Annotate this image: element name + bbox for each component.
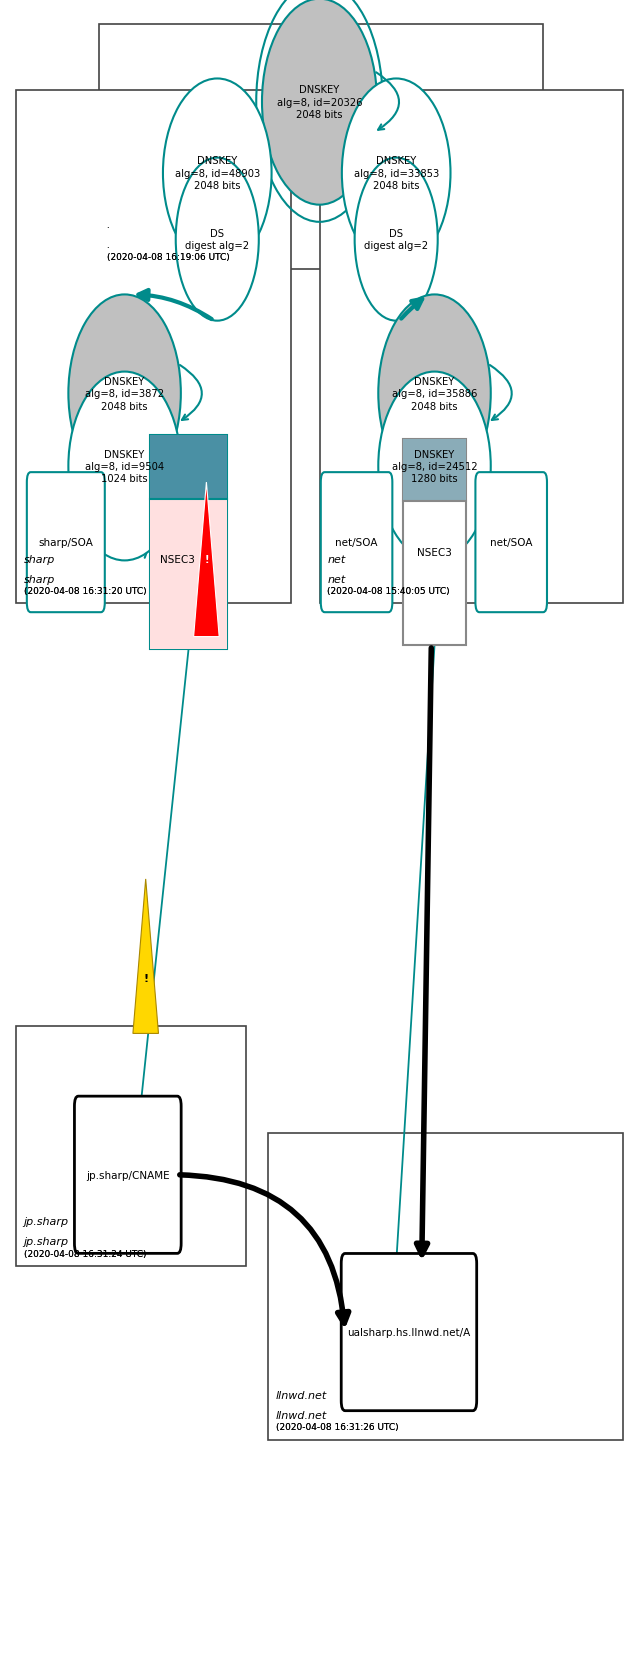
Ellipse shape — [378, 295, 491, 493]
Text: .: . — [107, 240, 110, 250]
Text: sharp: sharp — [24, 554, 55, 564]
Text: (2020-04-08 16:31:24 UTC): (2020-04-08 16:31:24 UTC) — [24, 1250, 146, 1258]
Text: DS
digest alg=2: DS digest alg=2 — [185, 228, 249, 252]
Text: DNSKEY
alg=8, id=9504
1024 bits: DNSKEY alg=8, id=9504 1024 bits — [85, 449, 164, 485]
Ellipse shape — [262, 0, 377, 205]
Text: (2020-04-08 16:31:20 UTC): (2020-04-08 16:31:20 UTC) — [24, 588, 146, 596]
Text: NSEC3: NSEC3 — [160, 554, 194, 564]
Text: jp.sharp: jp.sharp — [24, 1236, 69, 1246]
Text: !: ! — [204, 554, 209, 564]
Text: DNSKEY
alg=8, id=24512
1280 bits: DNSKEY alg=8, id=24512 1280 bits — [392, 449, 477, 485]
Text: (2020-04-08 16:31:26 UTC): (2020-04-08 16:31:26 UTC) — [276, 1423, 399, 1432]
FancyBboxPatch shape — [16, 1026, 246, 1266]
Text: net/SOA: net/SOA — [335, 538, 378, 548]
Text: DNSKEY
alg=8, id=20326
2048 bits: DNSKEY alg=8, id=20326 2048 bits — [277, 84, 362, 121]
Ellipse shape — [68, 372, 181, 561]
Ellipse shape — [355, 159, 438, 321]
FancyBboxPatch shape — [320, 91, 623, 604]
Text: DNSKEY
alg=8, id=33853
2048 bits: DNSKEY alg=8, id=33853 2048 bits — [353, 156, 439, 192]
FancyBboxPatch shape — [321, 473, 392, 612]
Polygon shape — [194, 483, 219, 637]
Text: ualsharp.hs.llnwd.net/A: ualsharp.hs.llnwd.net/A — [348, 1327, 470, 1337]
FancyBboxPatch shape — [74, 1097, 181, 1253]
FancyBboxPatch shape — [150, 500, 227, 650]
Text: (2020-04-08 16:19:06 UTC): (2020-04-08 16:19:06 UTC) — [107, 253, 229, 261]
FancyBboxPatch shape — [16, 91, 291, 604]
Text: (2020-04-08 16:19:06 UTC): (2020-04-08 16:19:06 UTC) — [107, 253, 229, 261]
Ellipse shape — [176, 159, 259, 321]
FancyBboxPatch shape — [268, 1134, 623, 1440]
FancyBboxPatch shape — [150, 435, 227, 500]
FancyBboxPatch shape — [403, 440, 466, 501]
Text: (2020-04-08 16:31:20 UTC): (2020-04-08 16:31:20 UTC) — [24, 588, 146, 596]
Text: net: net — [327, 574, 346, 584]
Text: llnwd.net: llnwd.net — [276, 1410, 327, 1420]
Text: jp.sharp/CNAME: jp.sharp/CNAME — [86, 1170, 169, 1180]
Polygon shape — [133, 879, 158, 1034]
Text: DS
digest alg=2: DS digest alg=2 — [364, 228, 428, 252]
Text: (2020-04-08 15:40:05 UTC): (2020-04-08 15:40:05 UTC) — [327, 588, 450, 596]
Text: net: net — [327, 554, 346, 564]
FancyBboxPatch shape — [99, 25, 543, 270]
Text: jp.sharp: jp.sharp — [24, 1216, 69, 1226]
FancyBboxPatch shape — [341, 1254, 477, 1410]
Ellipse shape — [163, 79, 272, 268]
FancyBboxPatch shape — [475, 473, 547, 612]
Text: .: . — [107, 220, 110, 230]
FancyBboxPatch shape — [150, 435, 227, 650]
FancyBboxPatch shape — [27, 473, 105, 612]
Text: DNSKEY
alg=8, id=3872
2048 bits: DNSKEY alg=8, id=3872 2048 bits — [85, 376, 164, 412]
Text: sharp: sharp — [24, 574, 55, 584]
Text: DNSKEY
alg=8, id=35886
2048 bits: DNSKEY alg=8, id=35886 2048 bits — [392, 376, 477, 412]
FancyBboxPatch shape — [403, 440, 466, 645]
Text: (2020-04-08 15:40:05 UTC): (2020-04-08 15:40:05 UTC) — [327, 588, 450, 596]
Text: (2020-04-08 16:31:24 UTC): (2020-04-08 16:31:24 UTC) — [24, 1250, 146, 1258]
Text: (2020-04-08 16:31:26 UTC): (2020-04-08 16:31:26 UTC) — [276, 1423, 399, 1432]
Text: NSEC3: NSEC3 — [417, 548, 452, 558]
Text: DNSKEY
alg=8, id=48903
2048 bits: DNSKEY alg=8, id=48903 2048 bits — [174, 156, 260, 192]
Text: net/SOA: net/SOA — [490, 538, 532, 548]
Ellipse shape — [68, 295, 181, 493]
Text: !: ! — [143, 973, 148, 983]
Text: llnwd.net: llnwd.net — [276, 1390, 327, 1400]
Text: sharp/SOA: sharp/SOA — [38, 538, 93, 548]
Ellipse shape — [342, 79, 450, 268]
Ellipse shape — [378, 372, 491, 561]
